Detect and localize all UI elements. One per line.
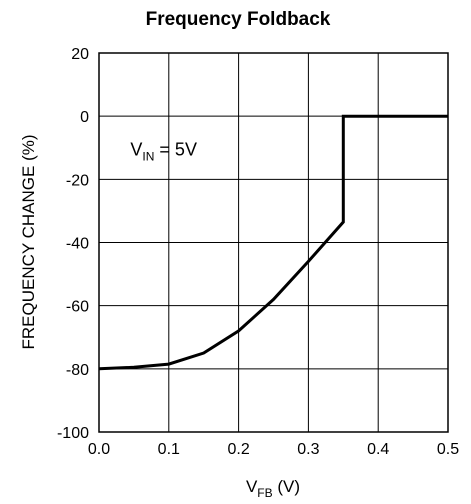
chart-title: Frequency Foldback	[146, 9, 331, 30]
y-tick-label: -40	[66, 236, 89, 253]
x-tick-label: 0.1	[158, 441, 180, 458]
vin-annotation-main: V	[130, 140, 142, 160]
x-tick-labels: 0.0 0.1 0.2 0.3 0.4 0.5	[88, 441, 459, 458]
vin-annotation-rest: = 5V	[154, 140, 197, 160]
x-tick-label: 0.5	[437, 441, 459, 458]
vin-annotation: VIN = 5V	[130, 140, 197, 164]
y-tick-labels: 20 0 -20 -40 -60 -80 -100	[57, 46, 89, 442]
y-tick-label: 0	[80, 109, 89, 126]
data-line-group	[98, 114, 448, 371]
x-tick-label: 0.0	[88, 441, 110, 458]
vin-annotation-sub: IN	[142, 150, 154, 164]
y-tick-label: -100	[57, 425, 89, 442]
x-tick-label: 0.4	[367, 441, 389, 458]
y-tick-label: -20	[66, 172, 89, 189]
y-axis-label: FREQUENCY CHANGE (%)	[19, 134, 38, 349]
grid-lines	[99, 53, 448, 432]
y-tick-label: 20	[71, 46, 89, 63]
x-tick-label: 0.3	[297, 441, 319, 458]
x-axis-label: VFB (V)	[246, 477, 300, 500]
x-axis-label-sub: FB	[257, 486, 272, 500]
x-axis-label-main: V	[246, 477, 258, 496]
y-tick-label: -60	[66, 299, 89, 316]
x-tick-label: 0.2	[227, 441, 249, 458]
x-axis-label-unit: (V)	[273, 477, 300, 496]
y-tick-label: -80	[66, 362, 89, 379]
plot-frame	[98, 52, 449, 433]
series-line	[98, 114, 448, 371]
